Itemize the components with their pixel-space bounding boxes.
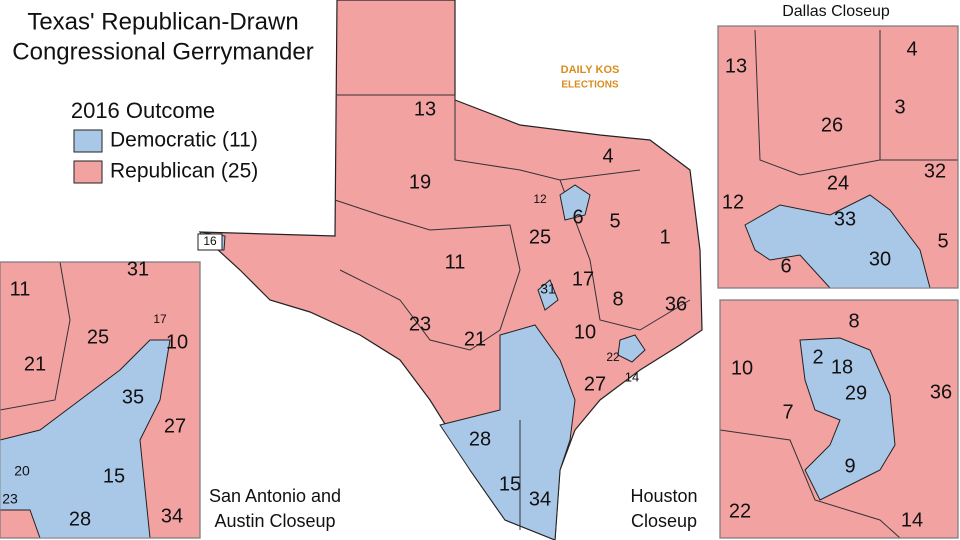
district-label: 27 <box>164 415 186 437</box>
district-label: 30 <box>869 248 891 270</box>
inset-frame <box>0 261 201 539</box>
district-label: 36 <box>665 293 687 315</box>
democratic-area <box>537 279 559 311</box>
logo: DAILY KOS <box>561 64 620 76</box>
district-label: 18 <box>831 356 853 378</box>
district-label: 24 <box>827 172 849 194</box>
district-label: 2 <box>812 346 823 368</box>
district-label: 6 <box>572 206 583 228</box>
inset-title: Dallas Closeup <box>782 3 890 20</box>
district-label: 4 <box>906 38 917 60</box>
district-label: 13 <box>725 55 747 77</box>
district-label: 34 <box>529 488 551 510</box>
district-label: 15 <box>103 465 125 487</box>
district-label: 23 <box>2 491 18 507</box>
district-label: 22 <box>729 500 751 522</box>
district-label: 9 <box>844 455 855 477</box>
district-lines <box>719 429 901 539</box>
district-lines <box>754 29 881 176</box>
inset-frame <box>719 299 959 539</box>
district-label: 36 <box>930 381 952 403</box>
district-label: 3 <box>894 96 905 118</box>
district-label: 35 <box>122 386 144 408</box>
district-label: 6 <box>780 255 791 277</box>
legend-title: 2016 Outcome <box>71 98 215 123</box>
district-label: 12 <box>722 191 744 213</box>
district-label: 17 <box>572 268 594 290</box>
title: Congressional Gerrymander <box>12 38 313 65</box>
district-label: 7 <box>782 401 793 423</box>
inset-frame <box>717 25 959 289</box>
democratic-area <box>0 339 171 539</box>
label-box <box>197 233 223 251</box>
district-lines <box>0 261 71 411</box>
district-label: 11 <box>445 251 466 273</box>
legend-swatch <box>73 160 103 184</box>
democratic-area <box>439 324 576 540</box>
district-label: 16 <box>203 234 217 248</box>
democratic-area <box>744 194 931 289</box>
district-label: 15 <box>499 473 521 495</box>
inset-title: Houston <box>630 486 697 506</box>
district-label: 5 <box>937 230 948 252</box>
district-label: 14 <box>625 369 639 384</box>
district-label: 26 <box>821 114 843 136</box>
district-label: 27 <box>584 373 606 395</box>
district-label: 29 <box>845 382 867 404</box>
district-label: 12 <box>533 192 547 206</box>
district-lines <box>337 94 641 181</box>
district-label: 22 <box>606 350 620 364</box>
district-label: 28 <box>69 508 91 530</box>
district-label: 8 <box>612 288 623 310</box>
district-label: 10 <box>166 331 188 353</box>
district-label: 34 <box>161 505 183 527</box>
district-label: 21 <box>464 328 486 350</box>
democratic-area <box>559 184 591 221</box>
district-lines <box>334 199 521 351</box>
district-label: 32 <box>924 160 946 182</box>
legend-label: Republican (25) <box>110 160 258 183</box>
logo: ELECTIONS <box>561 80 619 91</box>
district-label: 14 <box>901 509 923 531</box>
inset-title: San Antonio and <box>209 486 341 506</box>
district-label: 33 <box>834 208 856 230</box>
district-label: 28 <box>469 428 491 450</box>
democratic-area <box>617 334 646 363</box>
district-label: 8 <box>848 310 859 332</box>
legend-swatch <box>73 129 103 153</box>
district-label: 17 <box>153 312 167 326</box>
district-label: 10 <box>574 321 596 343</box>
district-lines <box>559 179 691 331</box>
district-label: 19 <box>409 171 431 193</box>
district-label: 5 <box>609 210 620 232</box>
district-label: 10 <box>731 357 753 379</box>
district-label: 21 <box>24 353 46 375</box>
democratic-area <box>799 337 896 501</box>
inset-title: Closeup <box>631 511 697 531</box>
district-label: 20 <box>14 463 30 479</box>
district-label: 31 <box>127 258 149 280</box>
district-label: 23 <box>409 313 431 335</box>
district-label: 25 <box>87 326 109 348</box>
district-label: 31 <box>540 281 556 297</box>
title: Texas' Republican-Drawn <box>27 8 298 35</box>
district-label: 11 <box>10 278 31 300</box>
district-label: 13 <box>414 98 436 120</box>
district-label: 4 <box>602 145 613 167</box>
district-label: 1 <box>659 226 670 248</box>
district-label: 25 <box>529 226 551 248</box>
inset-title: Austin Closeup <box>214 511 335 531</box>
legend-label: Democratic (11) <box>110 129 258 152</box>
